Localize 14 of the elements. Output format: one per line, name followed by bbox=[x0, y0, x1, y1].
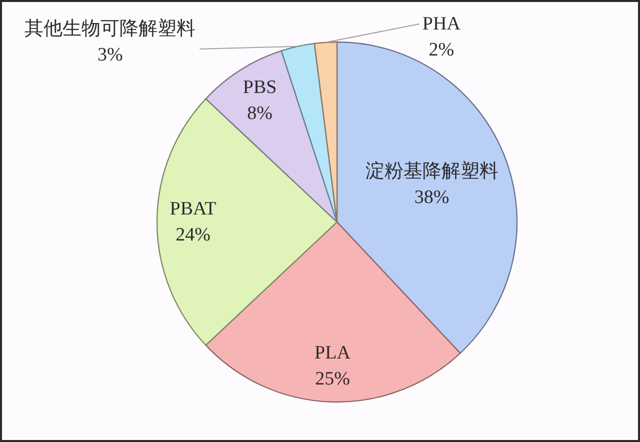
data-label: 8% bbox=[247, 102, 273, 124]
slice-label: PHA bbox=[422, 14, 461, 34]
slice-label: PLA bbox=[314, 342, 351, 364]
data-label: 24% bbox=[176, 224, 211, 246]
data-label: 3% bbox=[98, 44, 124, 66]
slice-label: PBS bbox=[242, 76, 277, 98]
data-label: 25% bbox=[315, 368, 350, 390]
pie-slice bbox=[314, 41, 338, 223]
slice-label: 淀粉基降解塑料 bbox=[365, 160, 498, 182]
slice-label: 其他生物可降解塑料 bbox=[24, 18, 196, 40]
pie-slice bbox=[156, 98, 338, 346]
data-label: 38% bbox=[414, 186, 450, 208]
slice-label: PBAT bbox=[170, 198, 217, 220]
data-label: 2% bbox=[428, 40, 454, 60]
